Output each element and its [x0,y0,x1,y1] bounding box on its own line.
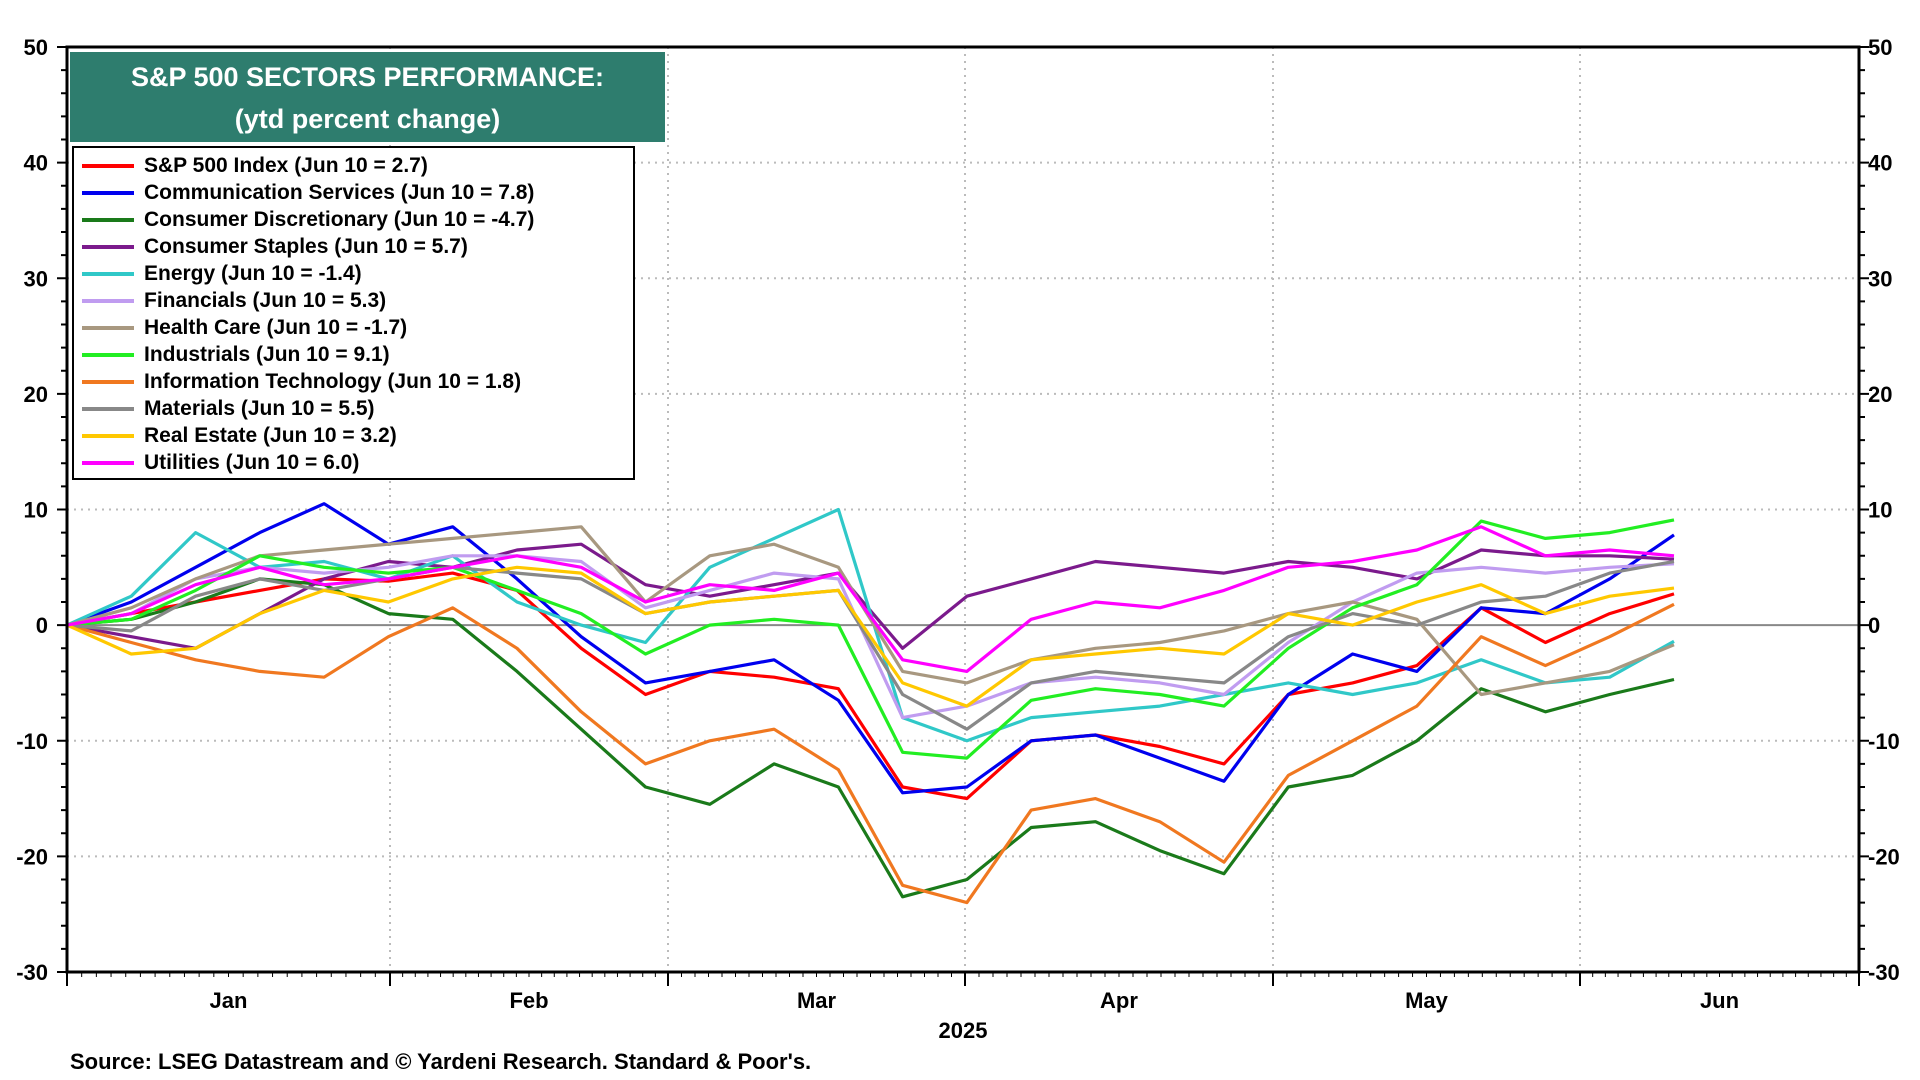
legend-swatch [82,325,134,330]
series-lines [66,502,1675,905]
legend-swatch [82,460,134,465]
left-y-tick-label: -20 [16,844,48,869]
legend-label: Industrials (Jun 10 = 9.1) [144,342,390,366]
legend-swatch [82,244,134,249]
left-y-tick-label: -10 [16,729,48,754]
legend-label: Information Technology (Jun 10 = 1.8) [144,369,522,393]
legend-label: Consumer Staples (Jun 10 = 5.7) [144,234,468,258]
series-line-7 [66,525,1675,697]
legend-item: Energy (Jun 10 = -1.4) [82,260,633,287]
legend-swatch [82,190,134,195]
series-line-5 [66,507,1675,743]
series-line-9 [66,602,1675,905]
x-tick-label: Mar [797,988,837,1013]
x-tick-label: Feb [509,988,548,1013]
legend-swatch [82,433,134,438]
left-y-axis: 50 40 30 20 10 0 -10 -20 -30 [16,35,67,985]
right-y-tick-label: -20 [1868,844,1900,869]
right-y-tick-label: -10 [1868,729,1900,754]
right-y-tick-label: 30 [1868,266,1892,291]
legend-swatch [82,406,134,411]
legend-swatch [82,271,134,276]
right-y-tick-label: -30 [1868,960,1900,985]
legend-label: S&P 500 Index (Jun 10 = 2.7) [144,153,428,177]
legend-item: Real Estate (Jun 10 = 3.2) [82,422,633,449]
x-tick-label: Apr [1100,988,1138,1013]
series-line-8 [66,518,1675,760]
legend-item: Health Care (Jun 10 = -1.7) [82,314,633,341]
chart-subtitle: (ytd percent change) [234,104,501,134]
legend-label: Health Care (Jun 10 = -1.7) [144,315,408,339]
x-tick-label: May [1405,988,1449,1013]
legend-label: Real Estate (Jun 10 = 3.2) [144,423,397,447]
x-tick-label: Jun [1700,988,1739,1013]
legend-label: Utilities (Jun 10 = 6.0) [144,450,360,474]
series-line-11 [66,565,1675,708]
right-y-tick-label: 0 [1868,613,1880,638]
series-line-10 [66,559,1675,731]
legend-label: Energy (Jun 10 = -1.4) [144,261,362,285]
legend-label: Financials (Jun 10 = 5.3) [144,288,387,312]
series-line-12 [66,525,1675,674]
left-y-tick-label: 50 [24,35,48,60]
left-y-tick-label: 20 [24,382,48,407]
series-line-2 [66,502,1675,795]
source-note: Source: LSEG Datastream and © Yardeni Re… [70,1049,812,1074]
legend-item: Materials (Jun 10 = 5.5) [82,395,633,422]
series-line-6 [66,554,1675,720]
left-y-tick-label: 30 [24,266,48,291]
legend-item: S&P 500 Index (Jun 10 = 2.7) [82,152,633,179]
chart-title: S&P 500 SECTORS PERFORMANCE: [130,62,605,92]
x-tick-label: Jan [210,988,248,1013]
left-y-tick-label: 10 [24,498,48,523]
legend-swatch [82,379,134,384]
right-y-tick-label: 40 [1868,151,1892,176]
legend-label: Communication Services (Jun 10 = 7.8) [144,180,535,204]
legend-label: Materials (Jun 10 = 5.5) [144,396,375,420]
legend-swatch [82,352,134,357]
legend-swatch [82,163,134,168]
legend-item: Consumer Staples (Jun 10 = 5.7) [82,233,633,260]
right-y-tick-label: 10 [1868,498,1892,523]
right-y-tick-label: 50 [1868,35,1892,60]
legend-item: Communication Services (Jun 10 = 7.8) [82,179,633,206]
right-y-axis: 50 40 30 20 10 0 -10 -20 -30 [1859,35,1900,985]
right-y-tick-label: 20 [1868,382,1892,407]
left-y-tick-label: 0 [36,613,48,638]
x-axis-label: 2025 [939,1018,988,1043]
legend-swatch [82,298,134,303]
legend-item: Financials (Jun 10 = 5.3) [82,287,633,314]
legend-item: Utilities (Jun 10 = 6.0) [82,449,633,476]
legend: S&P 500 Index (Jun 10 = 2.7) Communicatio… [72,146,635,480]
left-y-tick-label: -30 [16,960,48,985]
chart-title-box: S&P 500 SECTORS PERFORMANCE: (ytd percen… [70,52,665,142]
left-y-tick-label: 40 [24,151,48,176]
legend-item: Consumer Discretionary (Jun 10 = -4.7) [82,206,633,233]
x-axis: Jan Feb Mar Apr May Jun [66,972,1860,1013]
legend-label: Consumer Discretionary (Jun 10 = -4.7) [144,207,535,231]
legend-item: Information Technology (Jun 10 = 1.8) [82,368,633,395]
legend-swatch [82,217,134,222]
legend-item: Industrials (Jun 10 = 9.1) [82,341,633,368]
